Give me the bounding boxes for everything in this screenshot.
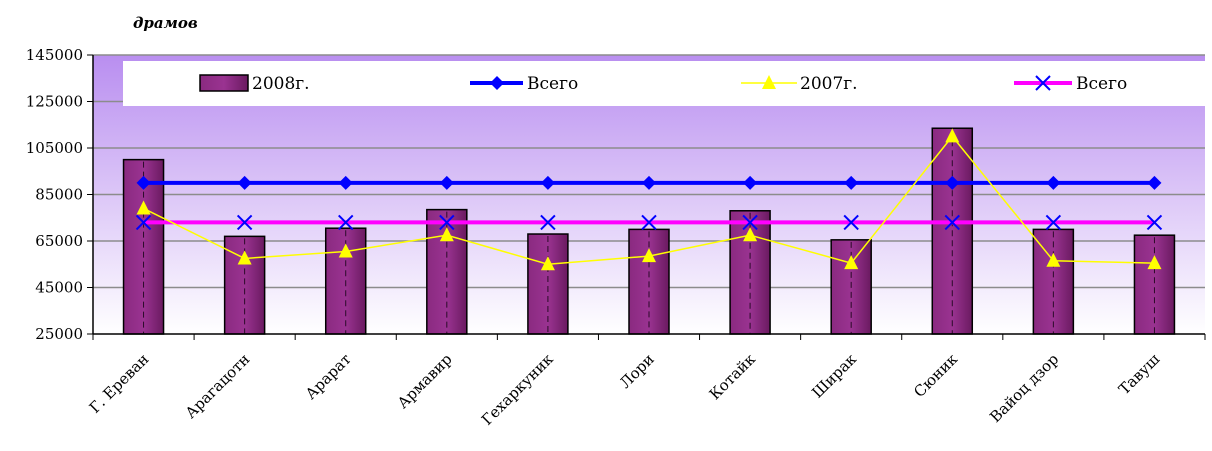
- unit-label: драмов: [133, 14, 198, 32]
- x-tick-label: Тавуш: [1115, 350, 1163, 398]
- x-marker: [843, 214, 859, 231]
- legend-label: 2007г.: [800, 74, 858, 94]
- x-marker: [540, 214, 556, 231]
- triangle-marker: [1147, 255, 1162, 270]
- triangle-marker: [136, 200, 151, 215]
- x-marker: [236, 214, 253, 231]
- x-marker: [1035, 75, 1051, 91]
- x-tick-label: Гехаркуник: [478, 350, 557, 429]
- legend-label: Всего: [527, 74, 578, 94]
- x-marker: [641, 214, 657, 231]
- diamond-marker: [490, 76, 504, 90]
- x-marker: [439, 214, 455, 231]
- x-tick-label: Лори: [616, 350, 658, 392]
- diamond-marker: [642, 175, 656, 190]
- y-tick-label: 125000: [26, 93, 83, 111]
- diamond-marker: [237, 175, 252, 190]
- diamond-marker: [439, 175, 454, 190]
- x-tick-label: Котайк: [706, 350, 760, 404]
- x-tick-label: Ширак: [808, 350, 860, 402]
- x-tick-label: Сюник: [910, 350, 961, 401]
- triangle-marker: [762, 75, 776, 89]
- y-tick-label: 25000: [35, 325, 83, 343]
- diamond-marker: [136, 175, 151, 190]
- y-tick-label: 145000: [26, 46, 83, 64]
- diamond-marker: [844, 175, 859, 190]
- diamond-marker: [743, 175, 758, 190]
- legend-swatch-bar: [199, 74, 249, 92]
- diamond-marker: [1147, 175, 1162, 190]
- diamond-marker: [945, 175, 960, 190]
- triangle-marker: [844, 255, 859, 270]
- x-tick-label: Арагацотн: [182, 350, 254, 422]
- x-tick-label: Вайоц дзор: [986, 350, 1062, 426]
- x-marker: [338, 214, 354, 231]
- triangle-marker: [642, 248, 656, 263]
- triangle-marker: [237, 250, 252, 265]
- diamond-marker: [338, 175, 353, 190]
- diamond-marker: [1046, 175, 1061, 190]
- x-marker: [1146, 214, 1163, 231]
- x-tick-label: Армавир: [394, 350, 456, 412]
- y-tick-label: 45000: [35, 279, 83, 297]
- legend-label: 2008г.: [252, 74, 310, 94]
- x-marker: [135, 214, 152, 231]
- diamond-marker: [540, 175, 555, 190]
- x-marker: [944, 214, 960, 231]
- triangle-marker: [945, 128, 960, 143]
- y-tick-label: 105000: [26, 139, 83, 157]
- x-marker: [742, 214, 758, 231]
- triangle-marker: [1046, 252, 1061, 267]
- triangle-marker: [439, 227, 454, 242]
- x-marker: [1045, 214, 1062, 231]
- triangle-marker: [540, 256, 555, 271]
- y-tick-label: 65000: [35, 232, 83, 250]
- triangle-marker: [743, 227, 758, 242]
- y-tick-label: 85000: [35, 186, 83, 204]
- triangle-marker: [338, 243, 353, 258]
- legend-label: Всего: [1076, 74, 1127, 94]
- x-tick-label: Арарат: [302, 350, 355, 403]
- x-tick-label: Г. Ереван: [86, 350, 153, 417]
